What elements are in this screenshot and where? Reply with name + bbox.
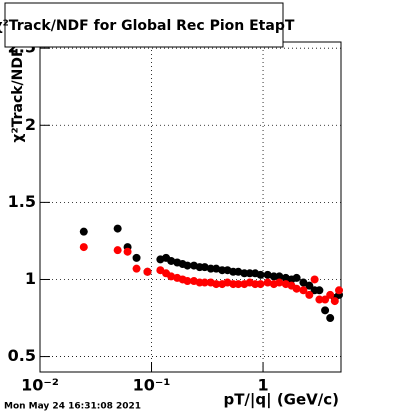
data-point bbox=[269, 272, 278, 281]
data-point bbox=[132, 264, 141, 273]
data-point bbox=[275, 278, 284, 287]
data-point bbox=[292, 273, 301, 282]
y-axis-label: χ²Track/NDF bbox=[10, 47, 26, 142]
title-box bbox=[4, 2, 284, 48]
data-point bbox=[321, 295, 330, 304]
data-point bbox=[212, 280, 221, 289]
data-point bbox=[132, 253, 141, 262]
x-tick-label: 10⁻¹ bbox=[133, 376, 171, 395]
data-point bbox=[275, 272, 284, 281]
y-tick-label: 1.5 bbox=[8, 192, 36, 211]
data-point bbox=[299, 286, 308, 295]
plot-frame bbox=[39, 41, 342, 373]
y-tick-label: 1 bbox=[25, 269, 36, 288]
data-point bbox=[79, 243, 88, 252]
y-tick-label: 2 bbox=[25, 115, 36, 134]
data-point bbox=[263, 278, 272, 287]
data-point bbox=[234, 267, 243, 276]
data-point bbox=[335, 286, 344, 295]
y-tick-label: 0.5 bbox=[8, 346, 36, 365]
data-point bbox=[113, 224, 122, 233]
data-point bbox=[263, 270, 272, 279]
data-point bbox=[305, 290, 314, 299]
data-point bbox=[321, 306, 330, 315]
data-point bbox=[143, 267, 152, 276]
data-point bbox=[326, 314, 335, 323]
data-point bbox=[123, 247, 132, 256]
data-point bbox=[292, 284, 301, 293]
data-point bbox=[200, 263, 209, 272]
data-point bbox=[212, 264, 221, 273]
data-point bbox=[326, 290, 335, 299]
data-point bbox=[79, 227, 88, 236]
data-point bbox=[234, 280, 243, 289]
x-axis-label: pT/|q| (GeV/c) bbox=[223, 391, 339, 410]
x-tick-label: 1 bbox=[257, 376, 268, 395]
data-point bbox=[183, 261, 192, 270]
x-tick-label: 10⁻² bbox=[21, 376, 59, 395]
timestamp: Mon May 24 16:31:08 2021 bbox=[4, 402, 141, 412]
data-point bbox=[256, 270, 265, 279]
plot-layer: 10⁻²10⁻¹10.511.522.5 bbox=[8, 38, 344, 395]
data-point bbox=[183, 277, 192, 286]
data-point bbox=[167, 272, 176, 281]
data-point bbox=[315, 286, 324, 295]
data-point bbox=[256, 280, 265, 289]
chart-title: χ²Track/NDF for Global Rec Pion EtapT bbox=[0, 18, 295, 34]
data-point bbox=[299, 278, 308, 287]
data-point bbox=[167, 256, 176, 265]
data-point bbox=[113, 246, 122, 255]
data-point bbox=[315, 295, 324, 304]
data-point bbox=[305, 281, 314, 290]
data-point bbox=[310, 275, 319, 284]
data-point bbox=[330, 297, 339, 306]
data-point bbox=[200, 278, 209, 287]
